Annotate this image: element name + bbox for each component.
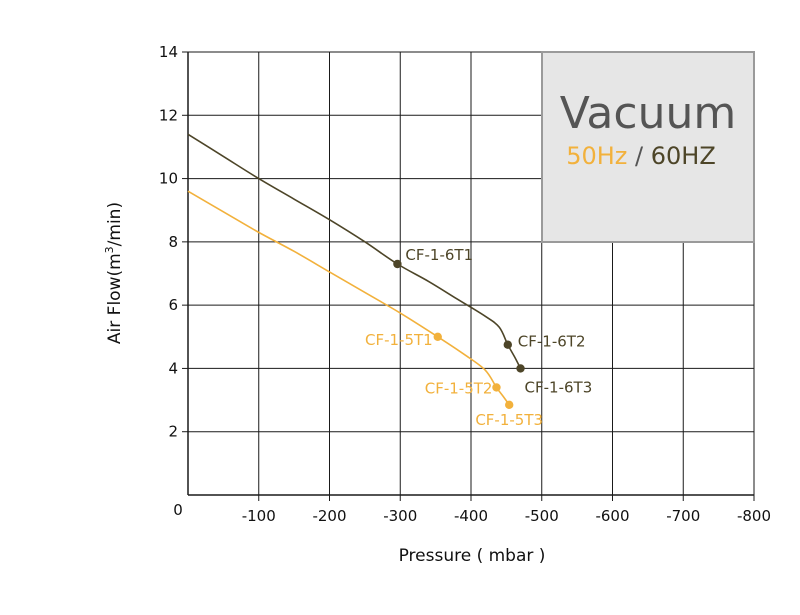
y-tick-label: 14: [159, 43, 178, 61]
legend-box: [541, 51, 755, 243]
legend-subtitle: 50Hz / 60HZ: [566, 142, 716, 170]
data-point: [433, 332, 442, 341]
series-layer: CF-1-6T1 CF-1-6T2 CF-1-6T3 CF-1-5T1 CF-1-5T2…: [187, 133, 593, 429]
point-label: CF-1-5T2: [425, 379, 493, 397]
x-tick-label: -300: [383, 507, 417, 525]
series-hz50: CF-1-5T1 CF-1-5T2 CF-1-5T3: [187, 190, 543, 429]
legend-separator: /: [627, 142, 650, 170]
x-axis-title: Pressure ( mbar ): [399, 546, 546, 566]
point-label: CF-1-6T1: [405, 246, 473, 264]
x-zero-label: 0: [173, 501, 183, 519]
y-axis-title-tail: /min): [105, 202, 125, 246]
legend-title: Vacuum: [560, 88, 736, 139]
x-tick-label: -200: [312, 507, 346, 525]
y-axis-title: Air Flow(m3/min): [103, 202, 125, 344]
point-label: CF-1-5T3: [475, 411, 543, 429]
data-point: [516, 364, 525, 373]
legend-label-60hz: 60HZ: [651, 142, 716, 170]
y-axis-title-sup: 3: [103, 246, 116, 253]
legend-label-50hz: 50Hz: [566, 142, 627, 170]
y-axis-title-main: Air Flow(m: [105, 253, 125, 344]
tick-labels: -100 -200 -300 -400 -500 -600 -700 -800 2 4 6 8 10 12…: [159, 43, 771, 525]
y-tick-label: 12: [159, 106, 178, 124]
data-point: [492, 383, 501, 392]
y-tick-label: 10: [159, 170, 178, 188]
legend: Vacuum 50Hz / 60HZ: [541, 51, 755, 243]
y-tick-label: 2: [168, 423, 178, 441]
x-tick-label: -600: [595, 507, 629, 525]
series-hz60: CF-1-6T1 CF-1-6T2 CF-1-6T3: [187, 133, 593, 396]
point-label: CF-1-6T3: [525, 378, 593, 396]
data-point: [393, 259, 402, 269]
series-line: [187, 190, 510, 406]
y-tick-label: 6: [168, 296, 178, 314]
x-tick-label: -800: [737, 507, 771, 525]
x-tick-label: -400: [454, 507, 488, 525]
data-point: [505, 400, 514, 410]
point-label: CF-1-5T1: [365, 331, 433, 349]
x-tick-label: -100: [242, 507, 276, 525]
y-tick-label: 8: [168, 233, 178, 251]
point-label: CF-1-6T2: [518, 333, 586, 351]
data-point: [503, 340, 512, 349]
y-tick-label: 4: [168, 359, 178, 377]
x-tick-label: -500: [525, 507, 559, 525]
x-tick-label: -700: [666, 507, 700, 525]
